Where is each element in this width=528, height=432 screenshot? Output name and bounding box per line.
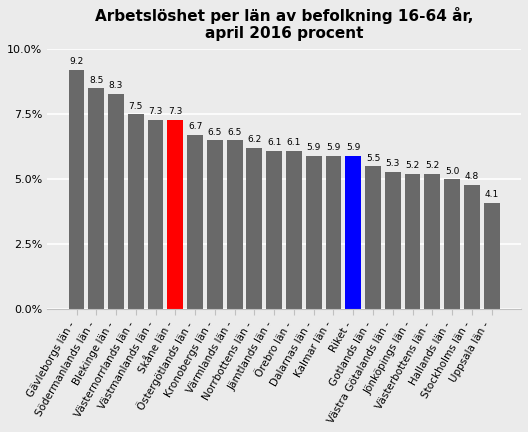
Bar: [128, 114, 144, 309]
Text: 9.2: 9.2: [69, 57, 83, 67]
Text: 5.2: 5.2: [425, 161, 439, 170]
Bar: [187, 135, 203, 309]
Bar: [207, 140, 223, 309]
Bar: [167, 120, 183, 309]
Bar: [306, 156, 322, 309]
Text: 5.9: 5.9: [326, 143, 341, 152]
Bar: [108, 94, 124, 309]
Bar: [69, 70, 84, 309]
Text: 8.3: 8.3: [109, 81, 123, 90]
Bar: [345, 156, 361, 309]
Text: 5.0: 5.0: [445, 166, 459, 175]
Text: 7.3: 7.3: [148, 107, 163, 116]
Text: 6.5: 6.5: [228, 127, 242, 137]
Bar: [444, 179, 460, 309]
Text: 7.3: 7.3: [168, 107, 183, 116]
Text: 6.1: 6.1: [267, 138, 281, 147]
Text: 5.9: 5.9: [307, 143, 321, 152]
Text: 7.5: 7.5: [129, 102, 143, 111]
Bar: [286, 151, 302, 309]
Bar: [425, 174, 440, 309]
Bar: [247, 148, 262, 309]
Bar: [365, 166, 381, 309]
Text: 6.7: 6.7: [188, 122, 202, 131]
Bar: [385, 172, 401, 309]
Text: 8.5: 8.5: [89, 76, 103, 85]
Title: Arbetslöshet per län av befolkning 16-64 år,
april 2016 procent: Arbetslöshet per län av befolkning 16-64…: [95, 7, 473, 41]
Text: 5.3: 5.3: [385, 159, 400, 168]
Text: 5.9: 5.9: [346, 143, 361, 152]
Bar: [326, 156, 342, 309]
Bar: [227, 140, 242, 309]
Bar: [404, 174, 420, 309]
Text: 4.1: 4.1: [485, 190, 499, 199]
Text: 6.1: 6.1: [287, 138, 301, 147]
Bar: [484, 203, 499, 309]
Bar: [88, 89, 104, 309]
Bar: [148, 120, 164, 309]
Text: 5.2: 5.2: [406, 161, 420, 170]
Bar: [266, 151, 282, 309]
Text: 4.8: 4.8: [465, 172, 479, 181]
Text: 6.5: 6.5: [208, 127, 222, 137]
Bar: [464, 184, 480, 309]
Text: 5.5: 5.5: [366, 153, 380, 162]
Text: 6.2: 6.2: [247, 135, 261, 144]
